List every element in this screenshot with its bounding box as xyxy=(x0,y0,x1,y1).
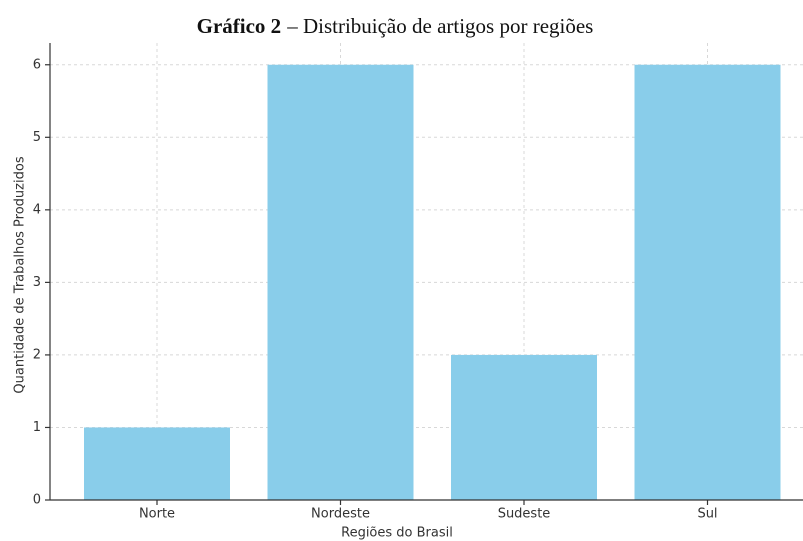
y-tick-label: 2 xyxy=(33,347,41,362)
bar xyxy=(267,64,414,500)
y-tick-label: 1 xyxy=(33,420,41,435)
title-prefix: Gráfico 2 xyxy=(197,14,282,38)
x-tick-label: Sudeste xyxy=(498,507,551,522)
x-tick-label: Norte xyxy=(139,507,175,522)
y-tick-label: 6 xyxy=(33,57,41,72)
y-axis-label: Quantidade de Trabalhos Produzidos xyxy=(13,156,28,393)
x-tick-label: Sul xyxy=(697,507,717,522)
x-tick-label: Nordeste xyxy=(311,507,370,522)
y-tick-label: 3 xyxy=(33,275,41,290)
chart-title: Gráfico 2– Distribuição de artigos por r… xyxy=(197,14,594,38)
bar xyxy=(634,64,781,500)
bar xyxy=(451,354,597,500)
y-tick-label: 5 xyxy=(33,130,41,145)
y-tick-label: 4 xyxy=(33,202,41,217)
y-tick-label: 0 xyxy=(33,493,41,508)
x-axis-label: Regiões do Brasil xyxy=(341,526,453,541)
bar xyxy=(84,427,230,500)
title-text: – Distribuição de artigos por regiões xyxy=(286,14,593,38)
